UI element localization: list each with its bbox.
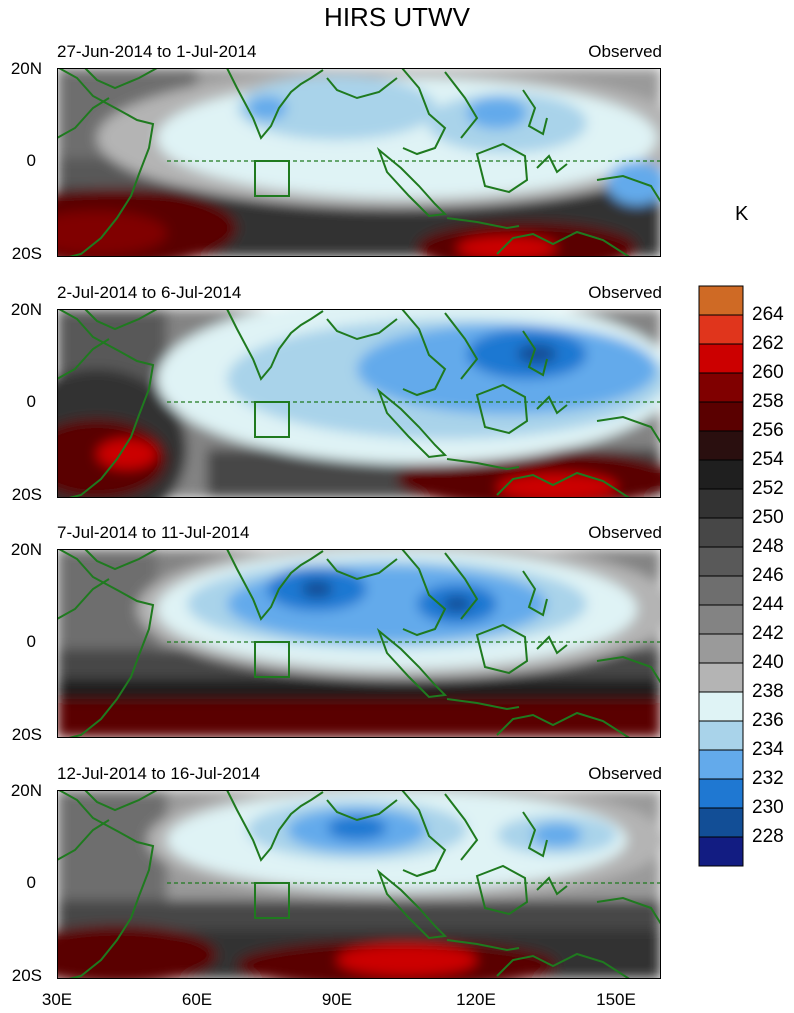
colorbar-swatch xyxy=(698,836,744,867)
panel-3-lat-0: 0 xyxy=(26,632,36,651)
colorbar-label: 228 xyxy=(752,826,784,847)
colorbar-swatch xyxy=(698,604,744,635)
colorbar-label: 236 xyxy=(752,710,784,731)
colorbar-swatch xyxy=(698,720,744,751)
lon-label-60e: 60E xyxy=(181,990,213,1009)
panel-4-label: Observed xyxy=(588,764,662,783)
colorbar-label: 246 xyxy=(752,565,784,586)
colorbar-swatch xyxy=(698,633,744,664)
colorbar-swatch xyxy=(698,401,744,432)
panel-2-lat-0: 0 xyxy=(26,392,36,411)
panel-2-lat-20n: 20N xyxy=(10,300,42,319)
colorbar-label: 230 xyxy=(752,797,784,818)
panel-4-date: 12-Jul-2014 to 16-Jul-2014 xyxy=(57,764,261,783)
colorbar-label: 256 xyxy=(752,420,784,441)
colorbar-swatch xyxy=(698,546,744,577)
colorbar-label: 232 xyxy=(752,768,784,789)
colorbar-label: 260 xyxy=(752,362,784,383)
panel-4-lat-20s: 20S xyxy=(11,966,42,985)
colorbar-label: 262 xyxy=(752,333,784,354)
panel-1-date: 27-Jun-2014 to 1-Jul-2014 xyxy=(57,42,257,61)
colorbar xyxy=(698,285,744,867)
map-panel-1 xyxy=(57,68,661,257)
panel-1-lat-0: 0 xyxy=(26,151,36,170)
colorbar-swatch xyxy=(698,488,744,519)
panel-1-lat-20s: 20S xyxy=(11,244,42,263)
colorbar-swatch xyxy=(698,372,744,403)
panel-2-date: 2-Jul-2014 to 6-Jul-2014 xyxy=(57,283,242,302)
panel-2-label: Observed xyxy=(588,283,662,302)
colorbar-swatch xyxy=(698,430,744,461)
colorbar-swatch xyxy=(698,575,744,606)
colorbar-label: 244 xyxy=(752,594,784,615)
colorbar-swatch xyxy=(698,778,744,809)
panel-4-lat-0: 0 xyxy=(26,873,36,892)
panel-3-date: 7-Jul-2014 to 11-Jul-2014 xyxy=(57,523,250,542)
colorbar-swatch xyxy=(698,662,744,693)
colorbar-label: 238 xyxy=(752,681,784,702)
colorbar-unit: K xyxy=(735,203,749,225)
figure-title: HIRS UTWV xyxy=(324,2,470,32)
lon-label-150e: 150E xyxy=(596,990,636,1009)
colorbar-label: 240 xyxy=(752,652,784,673)
colorbar-label: 234 xyxy=(752,739,784,760)
lon-label-120e: 120E xyxy=(456,990,496,1009)
map-panel-4 xyxy=(57,790,661,979)
colorbar-swatch xyxy=(698,807,744,838)
panel-2-lat-20s: 20S xyxy=(11,485,42,504)
colorbar-label: 242 xyxy=(752,623,784,644)
panel-3-lat-20n: 20N xyxy=(10,540,42,559)
colorbar-swatch xyxy=(698,459,744,490)
colorbar-label: 258 xyxy=(752,391,784,412)
lon-label-90e: 90E xyxy=(321,990,353,1009)
panel-3-label: Observed xyxy=(588,523,662,542)
colorbar-swatch xyxy=(698,285,744,316)
map-panel-2 xyxy=(57,309,661,498)
panel-1-label: Observed xyxy=(588,42,662,61)
panel-3-lat-20s: 20S xyxy=(11,725,42,744)
panel-1-lat-20n: 20N xyxy=(10,59,42,78)
colorbar-swatch xyxy=(698,314,744,345)
colorbar-label: 250 xyxy=(752,507,784,528)
panel-4-lat-20n: 20N xyxy=(10,781,42,800)
colorbar-label: 264 xyxy=(752,304,784,325)
lon-label-30e: 30E xyxy=(41,990,73,1009)
colorbar-swatch xyxy=(698,749,744,780)
colorbar-label: 248 xyxy=(752,536,784,557)
colorbar-label: 252 xyxy=(752,478,784,499)
colorbar-swatch xyxy=(698,343,744,374)
colorbar-swatch xyxy=(698,517,744,548)
colorbar-label: 254 xyxy=(752,449,784,470)
map-panel-3 xyxy=(57,549,661,738)
colorbar-swatch xyxy=(698,691,744,722)
